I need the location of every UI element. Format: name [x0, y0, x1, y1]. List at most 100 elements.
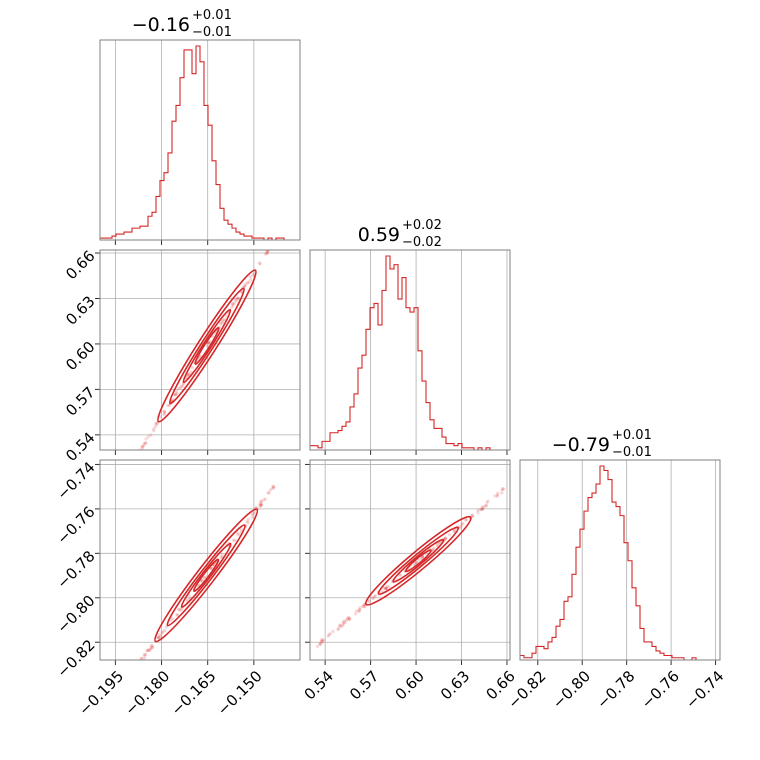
scatter-point — [482, 505, 486, 509]
y-tick-label: −0.82 — [53, 636, 98, 681]
x-tick-label: −0.76 — [638, 667, 683, 712]
scatter-point — [189, 370, 193, 374]
scatter-point — [141, 444, 146, 448]
scatter-point — [236, 533, 240, 537]
x-tick-label: −0.78 — [593, 667, 638, 712]
scatter-point — [320, 640, 324, 644]
scatter-point — [384, 587, 388, 591]
scatter-point — [167, 403, 171, 407]
scatter-point — [148, 647, 152, 651]
scatter-point — [246, 521, 250, 525]
scatter-point — [500, 491, 504, 495]
scatter-point — [435, 542, 439, 547]
scatter-point — [341, 622, 346, 626]
x-tick-label: 0.57 — [346, 667, 382, 703]
contour-level-1 — [157, 269, 257, 423]
scatter-point — [140, 445, 144, 449]
contour-level-4 — [193, 558, 220, 593]
scatter-point — [149, 643, 153, 648]
scatter-point — [266, 491, 270, 495]
scatter-point — [105, 702, 108, 705]
scatter-point — [209, 567, 214, 571]
scatter-point — [117, 690, 120, 693]
scatter-point — [224, 314, 228, 318]
scatter-point — [136, 451, 139, 454]
scatter-points-group — [315, 487, 506, 649]
scatter-point — [447, 533, 451, 537]
scatter-point — [243, 284, 247, 288]
scatter-point — [431, 548, 435, 552]
scatter-point — [221, 318, 225, 322]
histogram-title-value: 0.59 — [358, 224, 400, 246]
scatter-point — [253, 510, 257, 515]
scatter-point — [163, 411, 167, 415]
scatter-point — [262, 498, 266, 502]
scatter-point — [357, 610, 361, 614]
scatter-point — [161, 630, 165, 634]
scatter-point — [479, 507, 483, 511]
scatter-point — [112, 491, 115, 494]
scatter-point — [166, 404, 170, 408]
scatter-point — [118, 479, 121, 482]
scatter-point — [373, 594, 378, 598]
scatter-point — [443, 536, 447, 540]
scatter-point — [236, 297, 240, 301]
scatter-point — [470, 514, 474, 518]
y-tick-label: −0.80 — [53, 592, 98, 637]
scatter-point — [481, 507, 485, 511]
scatter-point — [142, 442, 147, 446]
scatter-point — [169, 618, 173, 622]
scatter-point — [133, 669, 136, 672]
scatter-point — [387, 585, 391, 589]
scatter-point — [270, 486, 274, 490]
scatter-point — [326, 634, 330, 638]
scatter-point — [336, 627, 340, 632]
scatter-point — [177, 608, 181, 612]
contour-level-3 — [392, 538, 445, 583]
scatter-point — [149, 646, 153, 650]
scatter-point — [470, 513, 474, 517]
scatter-point — [414, 560, 419, 565]
scatter-point — [371, 596, 375, 601]
scatter-points-group — [102, 484, 276, 712]
scatter-point — [106, 498, 109, 501]
contour-level-2 — [168, 287, 245, 405]
scatter-point — [319, 641, 323, 645]
scatter-point — [444, 537, 448, 541]
scatter-point — [353, 612, 358, 616]
scatter-point — [272, 486, 276, 490]
scatter-point — [254, 505, 258, 509]
scatter-point — [155, 421, 159, 425]
scatter-point — [493, 494, 497, 498]
scatter-point — [341, 620, 345, 624]
scatter-point — [135, 665, 138, 668]
scatter-point — [501, 487, 505, 491]
scatter-point — [120, 475, 123, 478]
histogram-title-value: −0.16 — [132, 14, 190, 36]
scatter-point — [363, 605, 367, 609]
y-tick-label: 0.54 — [62, 429, 98, 465]
scatter-point — [102, 709, 105, 712]
scatter-point — [131, 671, 134, 674]
scatter-points-group — [106, 250, 270, 501]
scatter-point — [127, 675, 130, 678]
scatter-point — [249, 278, 253, 282]
scatter-point — [331, 629, 335, 634]
scatter-point — [452, 530, 457, 534]
scatter-point — [231, 303, 235, 308]
scatter-point — [258, 262, 262, 266]
scatter-point — [137, 664, 140, 667]
histogram-title-upper-error: +0.01 — [612, 428, 652, 443]
scatter-point — [148, 648, 152, 652]
scatter-point — [135, 663, 138, 666]
scatter-point — [235, 296, 239, 300]
scatter-point — [258, 503, 262, 507]
scatter-point — [265, 250, 269, 255]
scatter-point — [385, 585, 389, 589]
scatter-point — [346, 615, 350, 619]
scatter-point — [266, 250, 270, 255]
scatter-point — [130, 671, 133, 674]
scatter-point — [233, 298, 237, 302]
scatter-point — [464, 518, 468, 522]
